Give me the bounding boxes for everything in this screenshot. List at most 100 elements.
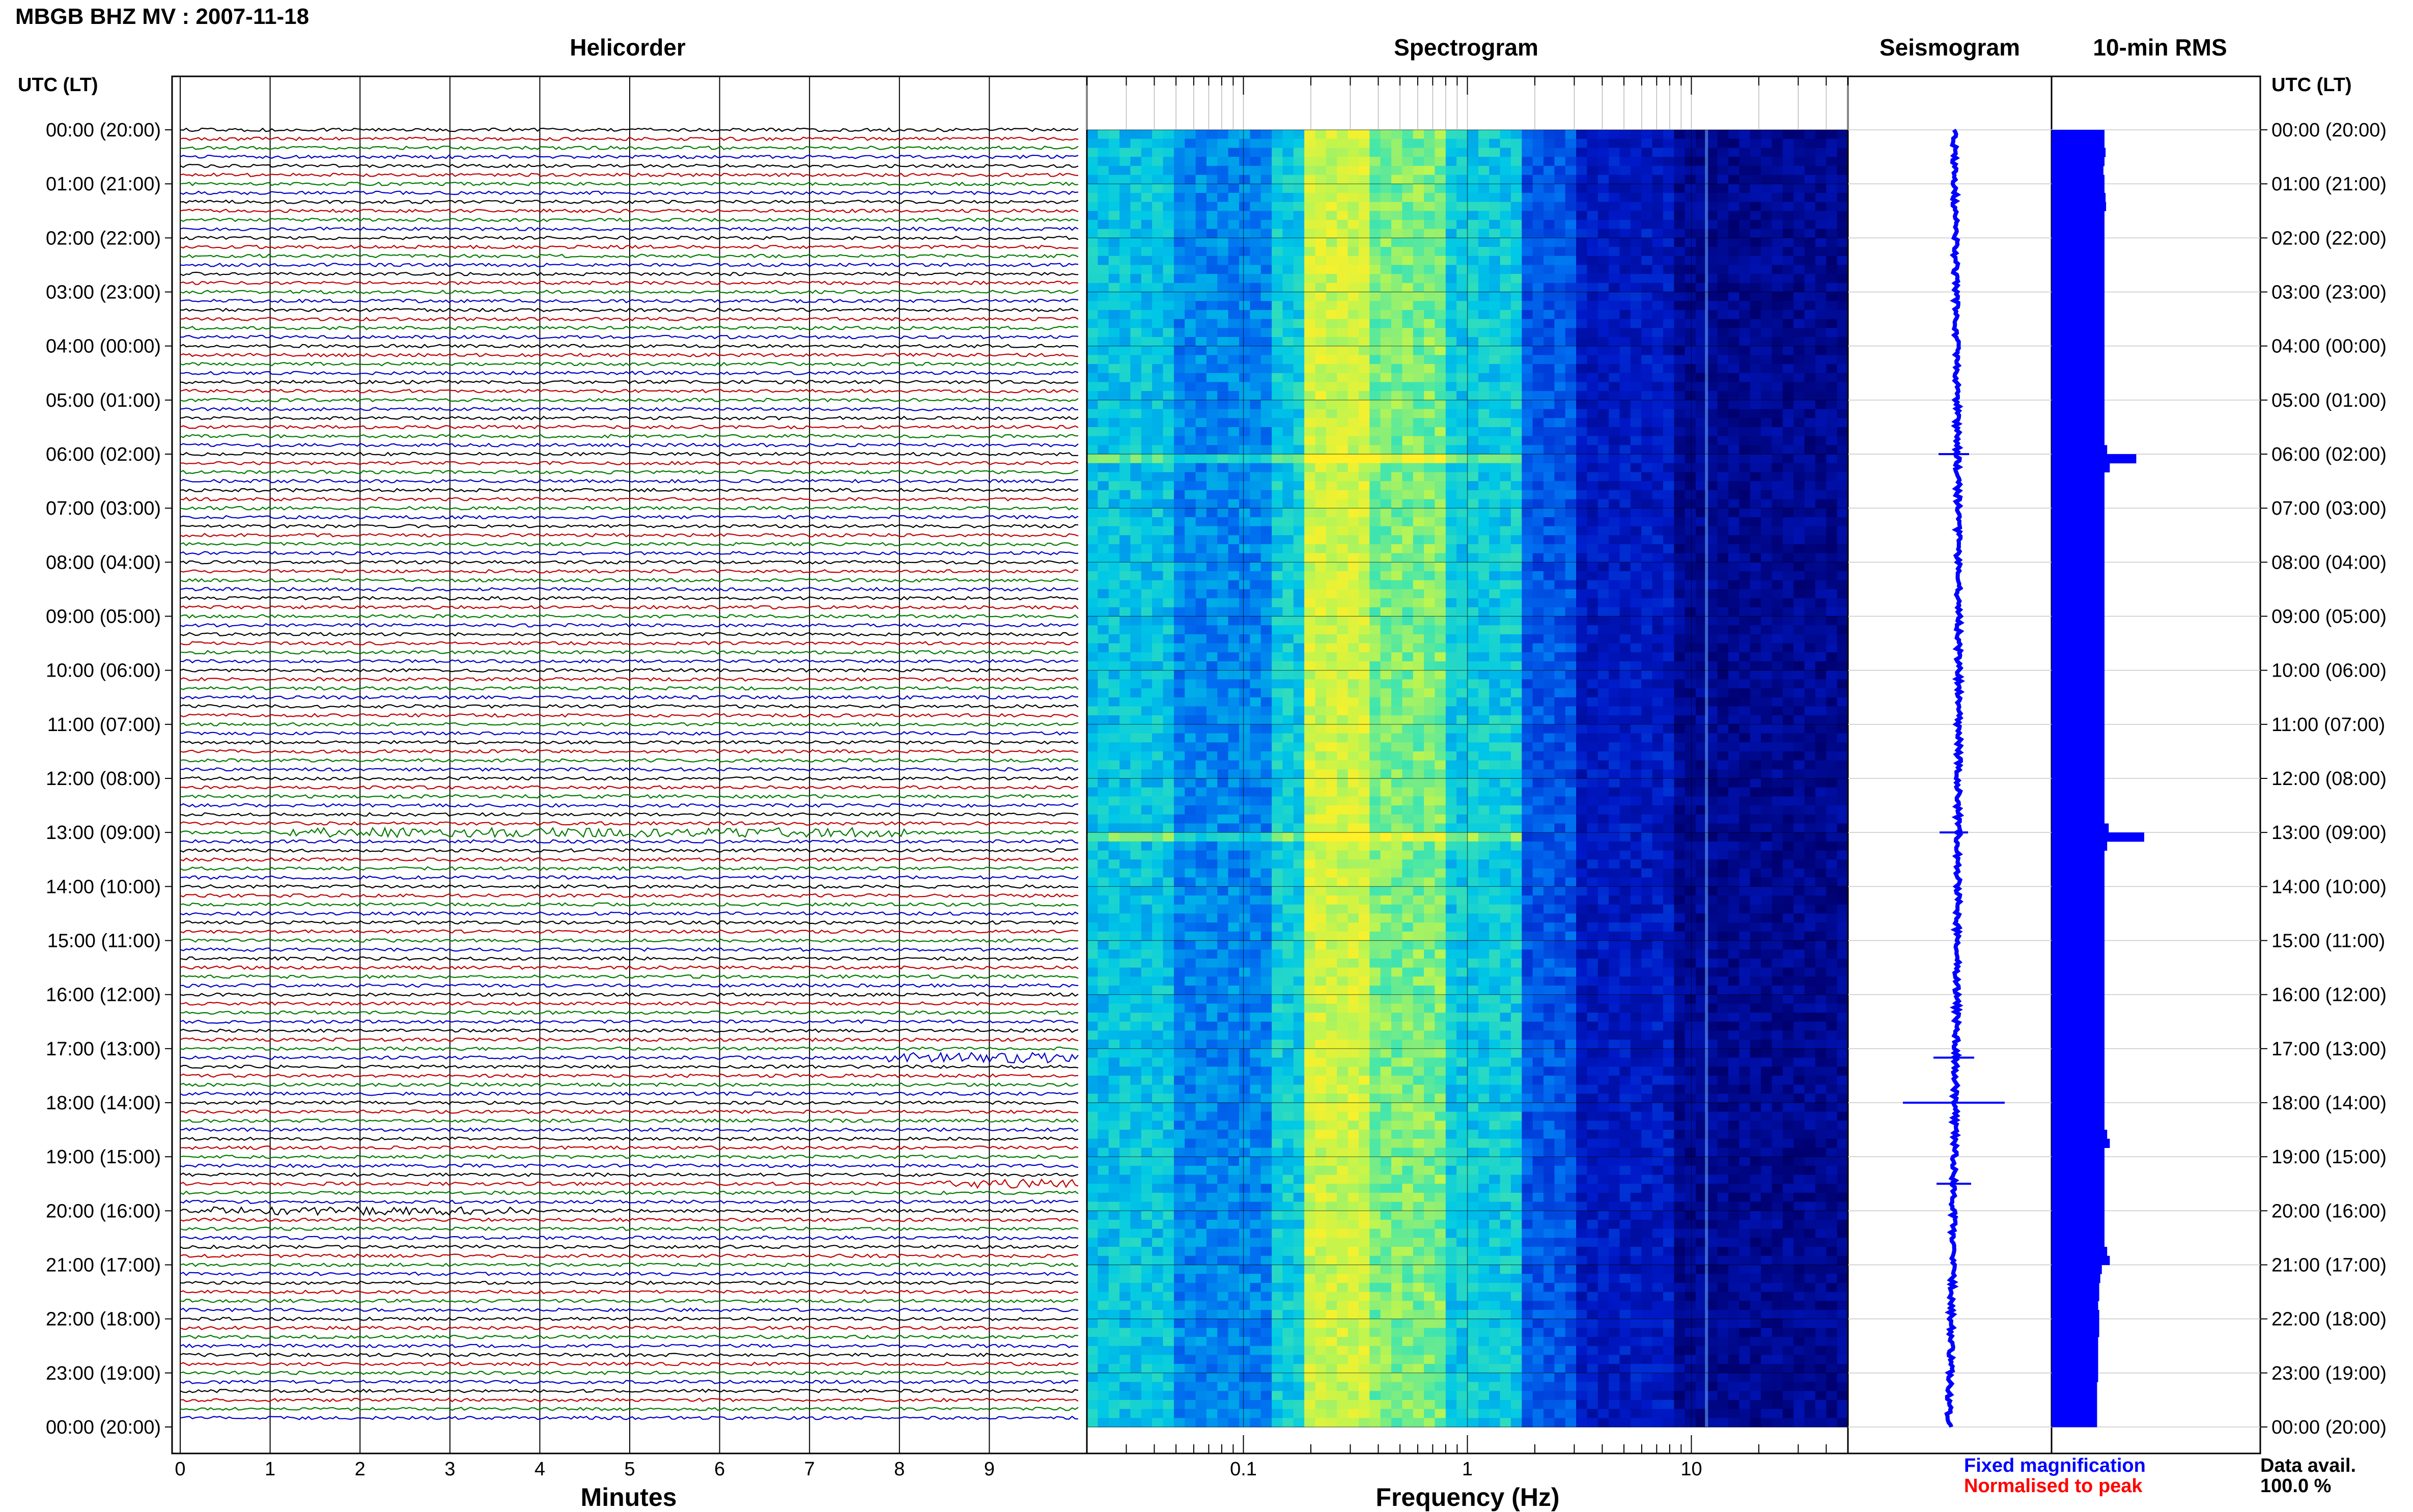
rms-bar <box>2052 535 2105 544</box>
rms-bar <box>2052 1202 2105 1211</box>
rms-bar <box>2052 922 2105 932</box>
time-label-left: 00:00 (20:00) <box>46 1417 161 1438</box>
minute-tick-label: 2 <box>355 1459 366 1480</box>
rms-bar <box>2052 328 2105 337</box>
rms-bar <box>2052 824 2109 833</box>
rms-bar <box>2052 337 2105 346</box>
rms-bar <box>2052 364 2105 373</box>
rms-bar <box>2052 1238 2105 1247</box>
rms-bar <box>2052 1076 2105 1085</box>
time-label-left: 23:00 (19:00) <box>46 1363 161 1384</box>
rms-bar <box>2052 688 2105 697</box>
rms-bar <box>2052 409 2105 418</box>
rms-bar <box>2052 1030 2105 1040</box>
rms-bar <box>2052 1148 2105 1157</box>
rms-bar <box>2052 869 2105 878</box>
rms-bar <box>2052 959 2105 968</box>
time-label-left: 07:00 (03:00) <box>46 498 161 519</box>
rms-bar <box>2052 679 2105 688</box>
time-label-left: 02:00 (22:00) <box>46 228 161 249</box>
minute-tick-label: 0 <box>175 1459 185 1480</box>
time-label-right: 13:00 (09:00) <box>2271 822 2387 844</box>
rms-bar <box>2052 220 2105 229</box>
rms-bar <box>2052 382 2105 391</box>
rms-bar <box>2052 472 2105 481</box>
legend-normalised-to-peak: Normalised to peak <box>1964 1475 2143 1497</box>
minute-tick-label: 8 <box>894 1459 905 1480</box>
data-avail-label: Data avail. <box>2260 1455 2356 1477</box>
time-label-right: 07:00 (03:00) <box>2271 498 2387 519</box>
time-label-right: 14:00 (10:00) <box>2271 876 2387 898</box>
rms-bar <box>2052 499 2105 509</box>
time-label-left: 10:00 (06:00) <box>46 660 161 682</box>
rms-bar <box>2052 643 2105 653</box>
rms-bar <box>2052 391 2105 400</box>
time-label-right: 06:00 (02:00) <box>2271 444 2387 465</box>
time-label-right: 16:00 (12:00) <box>2271 985 2387 1006</box>
rms-bar <box>2052 1373 2098 1382</box>
rms-bar <box>2052 913 2105 922</box>
rms-bar <box>2052 265 2105 274</box>
time-label-right: 00:00 (20:00) <box>2271 120 2387 141</box>
time-label-left: 13:00 (09:00) <box>46 822 161 844</box>
time-label-right: 11:00 (07:00) <box>2271 714 2385 736</box>
time-label-left: 17:00 (13:00) <box>46 1039 161 1060</box>
rms-bar <box>2052 463 2110 472</box>
rms-bar <box>2052 1139 2110 1148</box>
rms-bar <box>2052 634 2105 643</box>
rms-bar <box>2052 734 2105 743</box>
rms-bar <box>2052 481 2105 490</box>
rms-bar <box>2052 1049 2105 1058</box>
rms-bar <box>2052 706 2105 715</box>
rms-bar <box>2052 445 2107 454</box>
rms-bar <box>2052 427 2105 436</box>
rms-bar <box>2052 986 2105 995</box>
rms-bar <box>2052 310 2105 319</box>
rms-bar <box>2052 175 2105 184</box>
time-label-right: 17:00 (13:00) <box>2271 1039 2387 1060</box>
rms-bar <box>2052 1310 2099 1319</box>
rms-bar <box>2052 1301 2098 1310</box>
rms-bar <box>2052 166 2103 175</box>
rms-bar <box>2052 1229 2105 1238</box>
rms-bar <box>2052 1175 2105 1184</box>
rms-bar <box>2052 995 2105 1004</box>
rms-bar <box>2052 805 2105 815</box>
rms-bar <box>2052 184 2105 193</box>
rms-bar <box>2052 355 2105 364</box>
rms-bar <box>2052 346 2105 355</box>
rms-bar <box>2052 1409 2097 1418</box>
seismogram-frame <box>1848 76 2052 1453</box>
rms-bar <box>2052 1265 2102 1274</box>
rms-bar <box>2052 400 2105 409</box>
time-label-left: 21:00 (17:00) <box>46 1255 161 1276</box>
time-label-left: 22:00 (18:00) <box>46 1309 161 1330</box>
time-label-right: 04:00 (00:00) <box>2271 336 2387 357</box>
rms-bar <box>2052 490 2105 499</box>
rms-bar <box>2052 571 2105 580</box>
rms-bar <box>2052 751 2105 761</box>
time-label-left: 18:00 (14:00) <box>46 1093 161 1114</box>
rms-bar <box>2052 1292 2099 1301</box>
minutes-axis-label: Minutes <box>581 1482 677 1512</box>
rms-bar <box>2052 941 2105 950</box>
rms-bar <box>2052 1003 2105 1013</box>
rms-bar <box>2052 580 2105 590</box>
rms-bar <box>2052 1067 2105 1076</box>
rms-bar <box>2052 517 2105 526</box>
data-avail-value: 100.0 % <box>2260 1475 2331 1497</box>
rms-bar <box>2052 1382 2097 1391</box>
rms-bar <box>2052 769 2105 778</box>
time-label-right: 21:00 (17:00) <box>2271 1255 2387 1276</box>
time-label-right: 22:00 (18:00) <box>2271 1309 2387 1330</box>
rms-bar <box>2052 1283 2099 1292</box>
rms-bar <box>2052 796 2105 805</box>
rms-bar <box>2052 589 2105 598</box>
rms-bar <box>2052 761 2105 770</box>
rms-bar <box>2052 1184 2105 1193</box>
rms-bar <box>2052 1400 2097 1409</box>
time-label-left: 00:00 (20:00) <box>46 120 161 141</box>
rms-bar <box>2052 697 2105 707</box>
rms-bar <box>2052 1274 2100 1283</box>
